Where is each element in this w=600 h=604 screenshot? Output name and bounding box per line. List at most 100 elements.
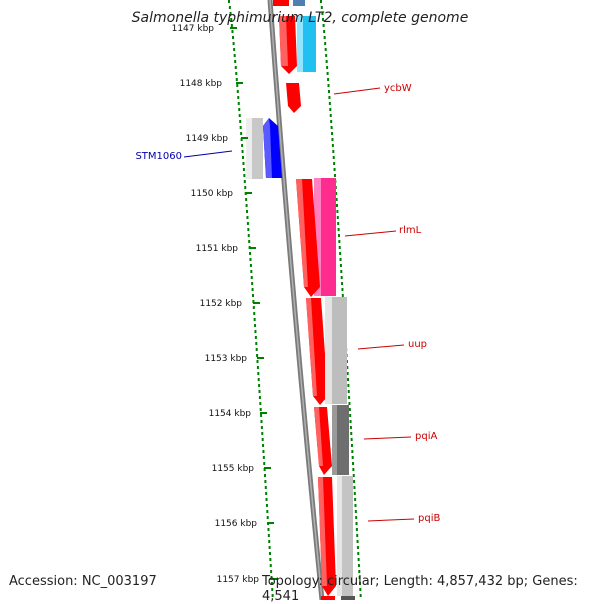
inner-track-dot — [353, 492, 356, 495]
inner-track-dot — [339, 252, 342, 255]
inner-track-dot — [337, 228, 340, 231]
tick-label: 1147 kbp — [172, 24, 215, 34]
outer-track-dot — [236, 90, 239, 93]
outer-track-dot — [244, 186, 247, 189]
inner-track-dot — [353, 480, 356, 483]
outer-track-dot — [239, 120, 242, 123]
outer-track-dot — [268, 540, 271, 543]
tick-mark — [260, 412, 267, 414]
outer-track-dot — [247, 228, 250, 231]
gene-leader-line — [367, 518, 415, 522]
inner-track-dot — [352, 462, 355, 465]
inner-track-dot — [355, 522, 358, 525]
outer-track-dot — [239, 126, 242, 129]
outer-track-dot — [243, 180, 246, 183]
inner-track-dot — [335, 198, 338, 201]
outer-track-dot — [242, 162, 245, 165]
inner-track-dot — [327, 84, 330, 87]
outer-track-dot — [238, 108, 241, 111]
inner-track-dot — [356, 540, 359, 543]
gene-label[interactable]: pqiB — [418, 513, 440, 524]
inner-track-dot — [327, 90, 330, 93]
inner-track-dot — [328, 96, 331, 99]
outer-track-dot — [255, 348, 258, 351]
inner-track-dot — [330, 120, 333, 123]
inner-track-dot — [320, 6, 323, 9]
outer-track-dot — [252, 300, 255, 303]
outer-track-dot — [243, 174, 246, 177]
inner-track-dot — [351, 456, 354, 459]
tick-label: 1156 kbp — [215, 519, 258, 529]
inner-track-dot — [351, 450, 354, 453]
inner-track-dot — [332, 156, 335, 159]
outer-track-dot — [241, 144, 244, 147]
gene-label[interactable]: STM1060 — [135, 151, 182, 162]
outer-track-dot — [254, 324, 257, 327]
outer-track-dot — [251, 288, 254, 291]
tick-mark — [264, 467, 271, 469]
outer-track-dot — [248, 240, 251, 243]
tick-mark — [257, 357, 264, 359]
inner-track-dot — [324, 48, 327, 51]
gene-partial-top-blue[interactable] — [293, 0, 305, 6]
gene-leader-line — [344, 230, 397, 237]
outer-track-dot — [258, 390, 261, 393]
inner-track-dot — [348, 396, 351, 399]
outer-track-dot — [254, 330, 257, 333]
outer-track-dot — [250, 270, 253, 273]
outer-track-dot — [270, 570, 273, 573]
outer-track-dot — [240, 132, 243, 135]
outer-track-dot — [235, 78, 238, 81]
outer-track-dot — [242, 168, 245, 171]
inner-track-dot — [329, 108, 332, 111]
inner-track-dot — [330, 126, 333, 129]
inner-track-dot — [323, 30, 326, 33]
outer-track-dot — [262, 450, 265, 453]
outer-track-dot — [260, 414, 263, 417]
tick-label: 1152 kbp — [200, 299, 243, 309]
outer-track-dot — [233, 48, 236, 51]
inner-track-dot — [331, 132, 334, 135]
outer-track-dot — [228, 6, 231, 9]
gene-label[interactable]: pqiA — [415, 431, 437, 442]
gene-partial-bottom-grey[interactable] — [341, 596, 355, 600]
inner-track-dot — [325, 60, 328, 63]
inner-track-dot — [339, 258, 342, 261]
inner-track-dot — [324, 42, 327, 45]
inner-track-dot — [337, 222, 340, 225]
inner-track-dot — [355, 516, 358, 519]
inner-track-dot — [322, 24, 325, 27]
outer-track-dot — [246, 222, 249, 225]
gene-arrow-red-2[interactable] — [286, 83, 301, 113]
inner-track-dot — [354, 504, 357, 507]
gene-partial-top-red[interactable] — [273, 0, 289, 6]
inner-track-dot — [325, 54, 328, 57]
tick-mark — [245, 192, 252, 194]
gene-label[interactable]: uup — [408, 339, 427, 350]
inner-track-dot — [337, 234, 340, 237]
inner-track-dot — [338, 240, 341, 243]
inner-track-dot — [357, 552, 360, 555]
tick-label: 1155 kbp — [212, 464, 255, 474]
outer-track-dot — [249, 252, 252, 255]
outer-track-dot — [245, 198, 248, 201]
inner-track-dot — [350, 432, 353, 435]
outer-track-dot — [259, 408, 262, 411]
inner-track-dot — [357, 564, 360, 567]
gene-partial-bottom-red[interactable] — [321, 596, 335, 600]
inner-track-dot — [358, 576, 361, 579]
gene-label[interactable]: rlmL — [399, 225, 422, 236]
inner-track-dot — [358, 582, 361, 585]
outer-track-dot — [265, 492, 268, 495]
tick-label: 1151 kbp — [196, 244, 239, 254]
gene-label[interactable]: ycbW — [384, 83, 412, 94]
inner-track-dot — [328, 102, 331, 105]
inner-track-dot — [336, 216, 339, 219]
outer-track-dot — [245, 204, 248, 207]
inner-track-dot — [333, 162, 336, 165]
outer-track-dot — [256, 360, 259, 363]
gene-leader-line — [183, 150, 233, 158]
inner-track-dot — [335, 204, 338, 207]
tick-mark — [253, 302, 260, 304]
tick-mark — [267, 522, 274, 524]
